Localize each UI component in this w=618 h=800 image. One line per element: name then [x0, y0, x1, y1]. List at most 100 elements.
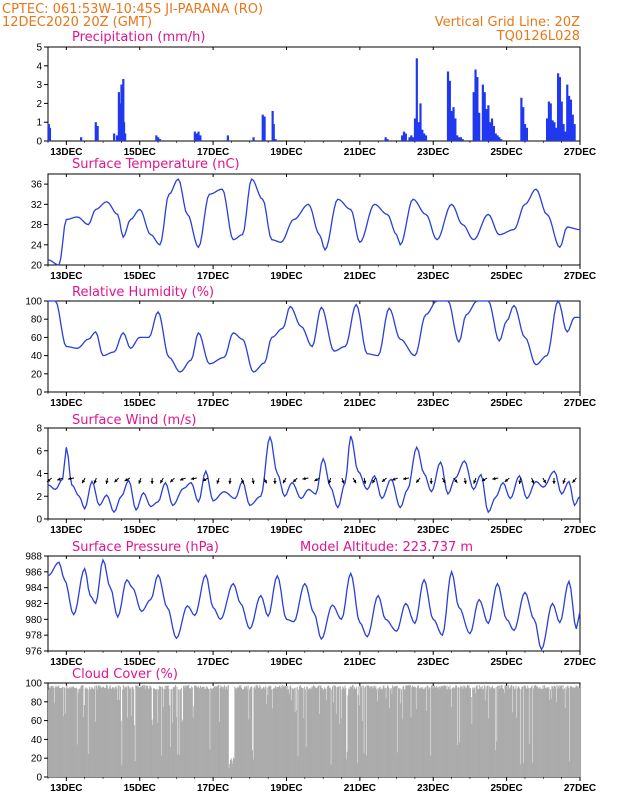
cloud-bar	[544, 688, 546, 777]
cloud-bar	[483, 688, 485, 777]
pres-xtick-label: 21DEC	[344, 657, 376, 668]
cloud-bar	[475, 685, 477, 777]
cloud-bar	[290, 685, 292, 777]
cloud-bar	[275, 686, 277, 777]
cloud-bar	[61, 688, 63, 777]
cloud-bar	[138, 686, 140, 777]
cloud-xtick-label: 21DEC	[344, 783, 376, 794]
cloud-bar	[423, 688, 425, 777]
cloud-bar	[121, 765, 123, 777]
cloud-bar	[92, 688, 94, 777]
cloud-bar	[137, 685, 139, 777]
precip-bar	[494, 133, 497, 141]
cloud-bar	[519, 764, 521, 777]
cloud-bar	[166, 685, 168, 777]
wind-xtick-label: 23DEC	[417, 525, 449, 536]
cloud-bar	[78, 692, 80, 777]
pres-xtick-label: 17DEC	[197, 657, 229, 668]
cloud-bar	[142, 684, 144, 777]
cloud-bar	[192, 717, 194, 777]
cloud-bar	[550, 698, 552, 777]
cloud-bar	[476, 685, 478, 777]
cloud-bar	[456, 745, 458, 777]
cloud-bar	[413, 687, 415, 777]
cloud-bar	[53, 702, 55, 777]
precip-bar	[195, 133, 198, 141]
cloud-bar	[356, 686, 358, 777]
wind-xtick-label: 27DEC	[564, 525, 596, 536]
cloud-bar	[363, 753, 365, 777]
cloud-bar	[229, 764, 231, 777]
cloud-bar	[540, 689, 542, 777]
precip-title: Precipitation (mm/h)	[72, 30, 205, 45]
cloud-bar	[133, 689, 135, 777]
cloud-bar	[241, 689, 243, 777]
precip-bar	[96, 125, 99, 141]
cloud-bar	[490, 687, 492, 777]
cloud-bar	[122, 689, 124, 777]
cloud-bar	[417, 685, 419, 777]
cloud-bar	[452, 687, 454, 777]
cloud-bar	[394, 685, 396, 777]
cloud-bar	[512, 686, 514, 777]
cloud-bar	[450, 688, 452, 777]
cloud-bar	[335, 713, 337, 777]
cloud-bar	[438, 689, 440, 777]
cloud-bar	[52, 685, 54, 777]
cloud-bar	[242, 689, 244, 777]
cloud-bar	[443, 685, 445, 777]
cloud-bar	[250, 687, 252, 777]
cloud-bar	[59, 688, 61, 777]
cloud-bar	[389, 689, 391, 777]
cloud-bar	[176, 686, 178, 777]
wind-arrow	[202, 477, 209, 482]
cloud-bar	[236, 687, 238, 777]
cloud-bar	[497, 685, 499, 777]
cloud-bar	[315, 688, 317, 777]
wind-arrow	[363, 477, 367, 485]
cloud-bar	[296, 686, 298, 777]
cloud-bar	[508, 688, 510, 777]
cloud-title: Cloud Cover (%)	[72, 667, 178, 682]
wind-xtick-label: 13DEC	[50, 525, 82, 536]
cloud-bar	[222, 688, 224, 777]
precip-bar	[461, 139, 464, 141]
cloud-bar	[506, 685, 508, 777]
cloud-bar	[285, 685, 287, 777]
pres-panel: Surface Pressure (hPa) 976 978 980 982 984 986…	[25, 540, 596, 668]
cloud-bar	[134, 760, 136, 777]
cloud-bar	[107, 688, 109, 777]
cloud-bar	[322, 689, 324, 777]
cloud-bar	[457, 687, 459, 777]
cloud-bar	[349, 686, 351, 777]
cloud-bar	[126, 685, 128, 777]
pres-title: Surface Pressure (hPa)	[72, 540, 219, 555]
cloud-bar	[248, 719, 250, 777]
cloud-bar	[513, 686, 515, 777]
cloud-bar	[514, 688, 516, 777]
cloud-bar	[574, 687, 576, 777]
cloud-bar	[206, 686, 208, 777]
rh-xtick-label: 15DEC	[124, 398, 156, 409]
cloud-bar	[436, 687, 438, 777]
cloud-bar	[370, 686, 372, 777]
cloud-bar	[521, 686, 523, 777]
cloud-bar	[87, 753, 89, 777]
cloud-bar	[376, 689, 378, 777]
cloud-bar	[295, 687, 297, 777]
cloud-bar	[323, 687, 325, 777]
cloud-bar	[338, 686, 340, 777]
cloud-bar	[111, 688, 113, 777]
precip-xtick-label: 23DEC	[417, 147, 449, 158]
cloud-bar	[162, 688, 164, 777]
cloud-bar	[159, 686, 161, 777]
cloud-bar	[374, 687, 376, 777]
cloud-bar	[190, 688, 192, 777]
wind-ytick-label: 2	[36, 492, 42, 503]
cloud-bar	[420, 687, 422, 777]
cloud-bar	[378, 687, 380, 777]
cloud-bar	[312, 686, 314, 777]
cloud-bar	[555, 702, 557, 777]
temp-panel: Surface Temperature (nC) 20 24 28 32 36 13DEC 1…	[31, 157, 596, 282]
